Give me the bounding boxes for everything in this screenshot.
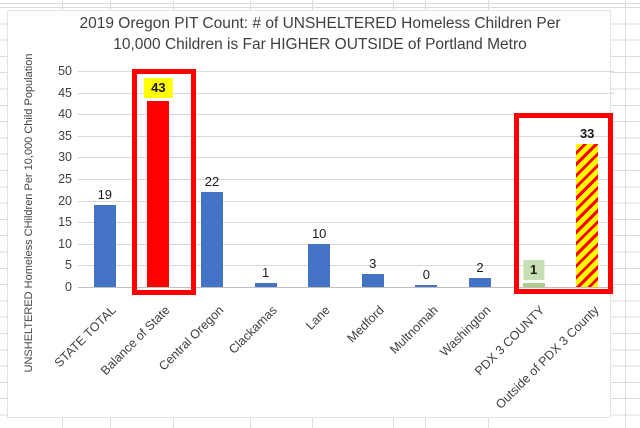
gridline — [78, 200, 614, 202]
gridline — [78, 157, 614, 159]
bar-medford — [361, 274, 384, 287]
bar-balance-of-state — [147, 101, 170, 287]
gridline — [78, 243, 614, 245]
gridline — [78, 114, 614, 116]
bar-value-label: 43 — [144, 78, 173, 99]
chart-title-line1: 2019 Oregon PIT Count: # of UNSHELTERED … — [79, 15, 561, 32]
y-tick-label: 35 — [58, 128, 72, 143]
red-emphasis-box-pdx-comparison[interactable] — [514, 113, 613, 294]
y-tick-label: 40 — [58, 107, 72, 122]
chart-title-line2: 10,000 Children is Far HIGHER OUTSIDE of… — [113, 36, 527, 53]
bar-value-label: 33 — [579, 126, 595, 142]
x-axis-line — [78, 287, 614, 288]
bar-value-label: 3 — [369, 256, 377, 272]
y-tick-label: 20 — [58, 193, 72, 208]
gridline — [78, 71, 614, 72]
bar-value-label: 0 — [422, 267, 431, 283]
gridline — [78, 265, 614, 267]
y-tick-label: 0 — [65, 280, 72, 294]
bar-multnomah — [415, 285, 438, 287]
bar-lane — [308, 243, 331, 287]
y-tick-label: 5 — [65, 258, 72, 273]
gridline — [78, 92, 614, 94]
bar-central-oregon — [201, 191, 223, 287]
y-tick-label: 25 — [58, 172, 72, 186]
bar-value-label: 10 — [311, 225, 327, 241]
gridline — [78, 222, 614, 224]
gridline — [78, 135, 614, 137]
bar-value-label: 22 — [204, 173, 220, 189]
bar-state-total — [93, 204, 116, 287]
chart-title: 2019 Oregon PIT Count: # of UNSHELTERED … — [60, 13, 580, 55]
gridline — [78, 179, 614, 180]
bar-clackamas — [254, 282, 277, 287]
bar-value-label: 1 — [522, 259, 545, 280]
bar-value-label: 2 — [476, 260, 484, 276]
y-axis-title: UNSHELTERED Homeless CHildren Per 10,000… — [23, 53, 35, 373]
y-tick-label: 45 — [58, 85, 72, 100]
y-tick-label: 50 — [58, 64, 72, 78]
y-tick-label: 10 — [58, 236, 72, 251]
bar-washington — [469, 278, 491, 287]
bar-outside-of-pdx-3-county — [576, 144, 599, 287]
spreadsheet-gridline — [625, 0, 626, 428]
bar-pdx-3-county — [522, 282, 545, 287]
bar-value-label: 1 — [261, 264, 270, 280]
bar-value-label: 19 — [97, 186, 113, 202]
red-emphasis-box-balance-of-state[interactable] — [132, 69, 196, 295]
y-tick-label: 15 — [58, 215, 72, 230]
y-tick-label: 30 — [58, 150, 72, 165]
